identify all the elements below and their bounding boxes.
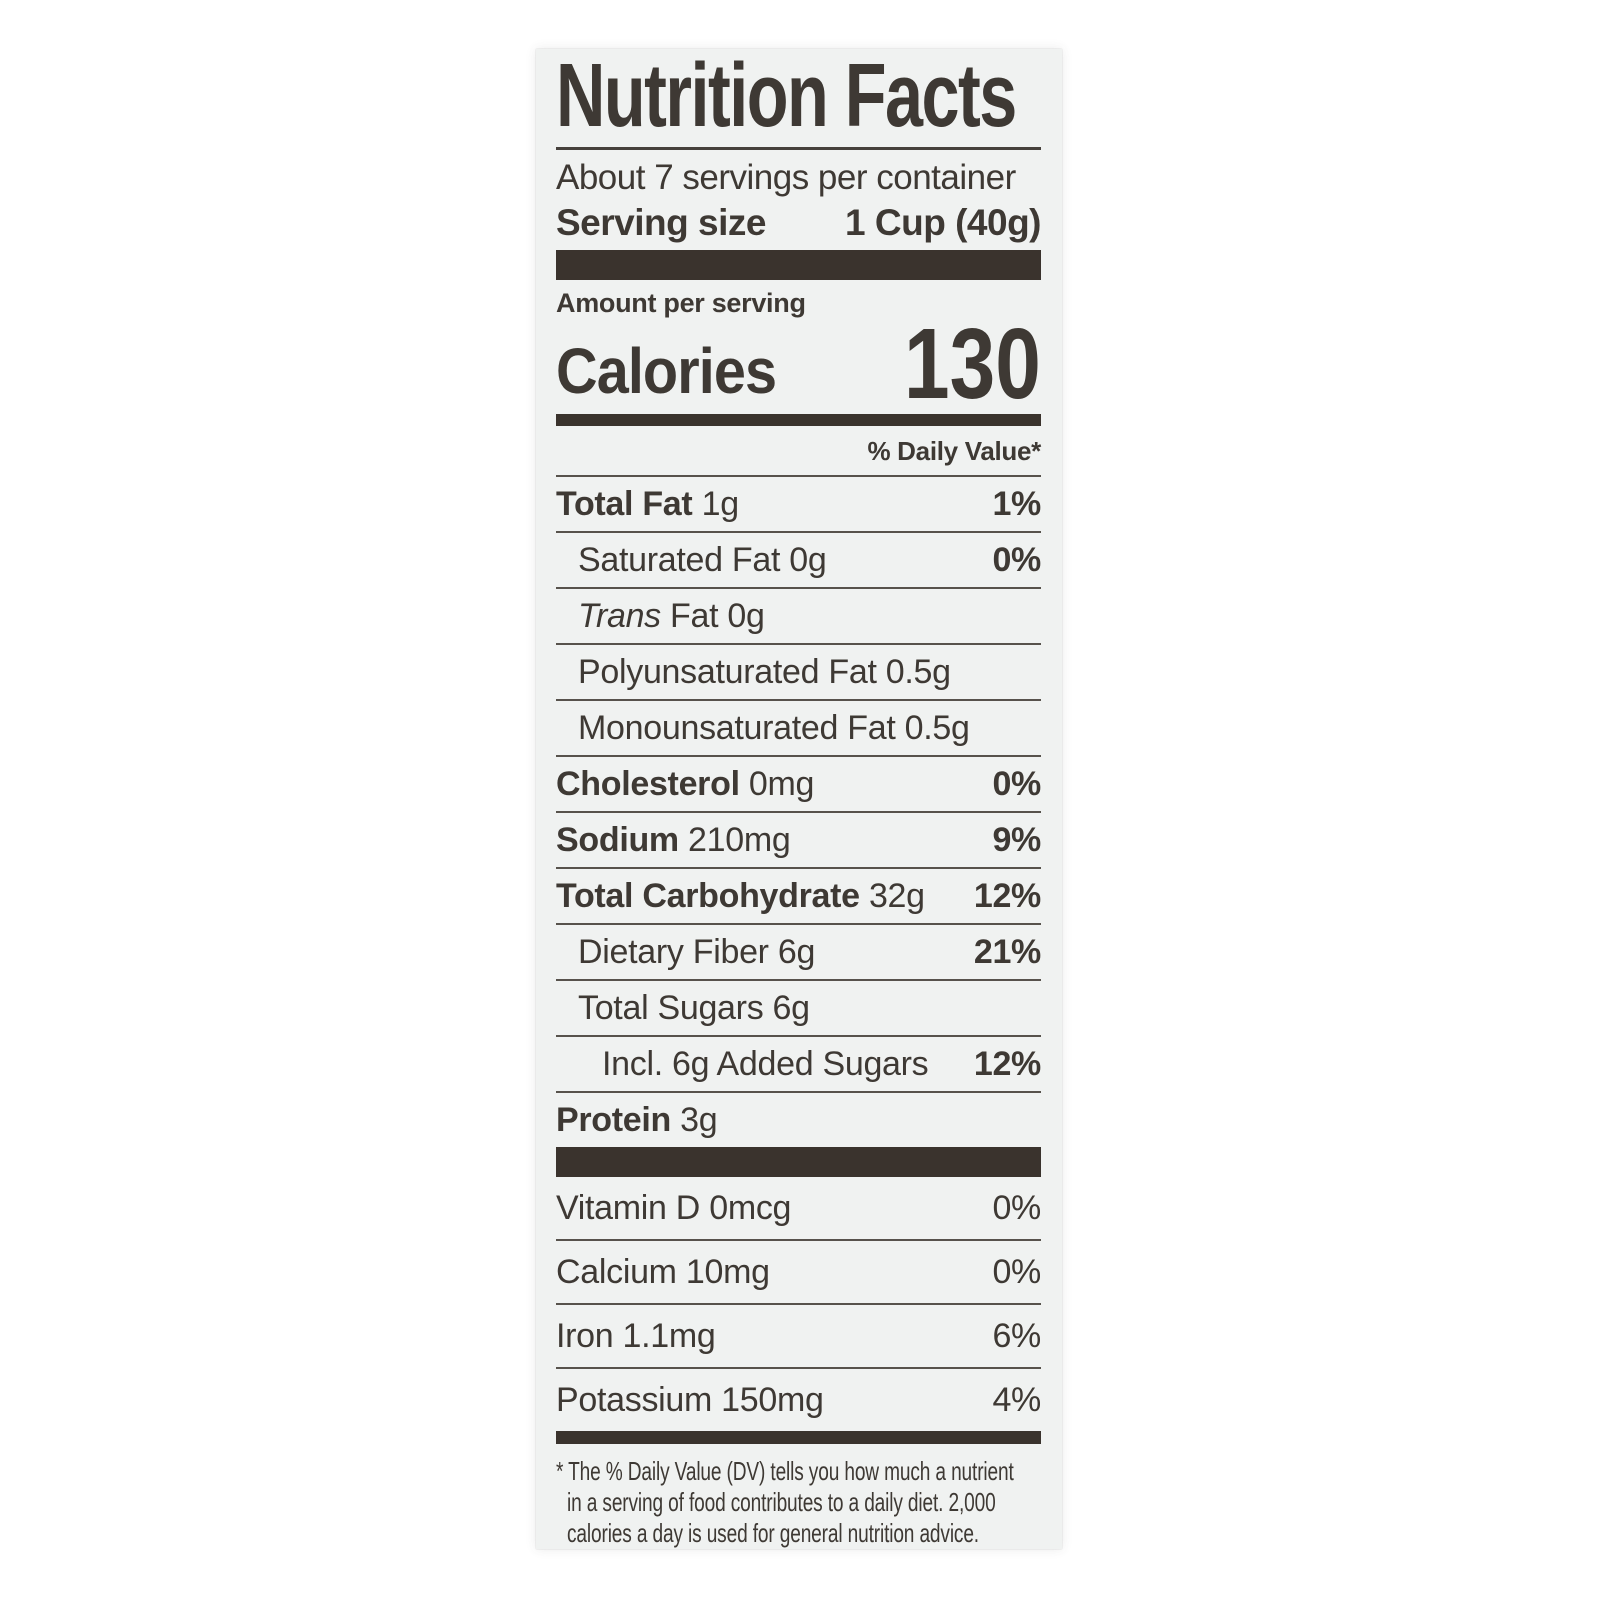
nutrient-row-name: Sodium 210mg <box>556 821 791 859</box>
amount-per-serving-label: Amount per serving <box>556 288 806 318</box>
nutrient-row: Total Fat 1g 1% <box>556 477 1041 531</box>
vitamin-row-daily-value: 0% <box>992 1253 1041 1291</box>
vitamin-row: Vitamin D 0mcg 0% <box>556 1177 1041 1239</box>
nutrient-row-daily-value: 12% <box>973 877 1041 915</box>
nutrient-row: Total Sugars 6g <box>556 979 1041 1035</box>
serving-size-label: Serving size <box>556 202 766 243</box>
nutrient-row: Dietary Fiber 6g 21% <box>556 923 1041 979</box>
nutrient-row: Trans Fat 0g <box>556 587 1041 643</box>
vitamin-row: Iron 1.1mg 6% <box>556 1303 1041 1367</box>
nutrition-facts-label: Nutrition Facts About 7 servings per con… <box>536 49 1062 1549</box>
separator-bar-thick-top <box>556 250 1041 280</box>
nutrient-row: Total Carbohydrate 32g 12% <box>556 867 1041 923</box>
title-rule <box>556 147 1041 150</box>
footnote-line: in a serving of food contributes to a da… <box>567 1487 996 1517</box>
vitamin-row-name: Vitamin D 0mcg <box>556 1189 792 1227</box>
nutrient-row-name: Incl. 6g Added Sugars <box>602 1045 929 1083</box>
nutrient-row-name: Total Carbohydrate 32g <box>556 877 925 915</box>
nutrient-row: Polyunsaturated Fat 0.5g <box>556 643 1041 699</box>
nutrient-row: Cholesterol 0mg 0% <box>556 755 1041 811</box>
calories-value: 130 <box>904 308 1041 420</box>
vitamin-row-daily-value: 4% <box>992 1381 1041 1419</box>
serving-size-value: 1 Cup (40g) <box>845 202 1041 243</box>
nutrient-row-daily-value: 9% <box>992 821 1041 859</box>
vitamin-row-name: Calcium 10mg <box>556 1253 770 1291</box>
nutrient-row-name: Saturated Fat 0g <box>578 541 827 579</box>
nutrient-row: Incl. 6g Added Sugars 12% <box>556 1035 1041 1091</box>
nutrient-row-name: Total Fat 1g <box>556 485 739 523</box>
nutrient-row-name: Trans Fat 0g <box>578 597 765 635</box>
vitamin-row-daily-value: 0% <box>992 1189 1041 1227</box>
servings-per-container: About 7 servings per container <box>556 158 1016 197</box>
nutrient-row-daily-value: 0% <box>992 765 1041 803</box>
nutrient-rows: Total Fat 1g 1% Saturated Fat 0g 0% Trans Fa… <box>556 477 1041 1147</box>
nutrient-row-daily-value: 21% <box>973 933 1041 971</box>
footnote: * The % Daily Value (DV) tells you how m… <box>556 1456 1041 1549</box>
vitamin-rows: Vitamin D 0mcg 0% Calcium 10mg 0% Iron 1.1mg… <box>556 1177 1041 1431</box>
separator-bar-thick-mid <box>556 1147 1041 1177</box>
nutrient-row-name: Total Sugars 6g <box>578 989 810 1027</box>
footnote-line: calories a day is used for general nutri… <box>567 1518 979 1548</box>
serving-size-row: Serving size 1 Cup (40g) <box>556 200 1041 246</box>
footnote-line: * The % Daily Value (DV) tells you how m… <box>556 1456 1014 1486</box>
separator-bar-medium <box>556 414 1041 426</box>
nutrient-row: Saturated Fat 0g 0% <box>556 531 1041 587</box>
nutrient-row: Protein 3g <box>556 1091 1041 1147</box>
nutrient-row-daily-value: 0% <box>992 541 1041 579</box>
nutrient-row: Monounsaturated Fat 0.5g <box>556 699 1041 755</box>
nutrient-row-daily-value: 1% <box>992 485 1041 523</box>
nutrient-row-name: Protein 3g <box>556 1101 718 1139</box>
vitamin-row-name: Potassium 150mg <box>556 1381 824 1419</box>
vitamin-row: Calcium 10mg 0% <box>556 1239 1041 1303</box>
label-title: Nutrition Facts <box>556 46 1017 146</box>
separator-bar-bottom <box>556 1431 1041 1444</box>
vitamin-row-daily-value: 6% <box>992 1317 1041 1355</box>
vitamin-row: Potassium 150mg 4% <box>556 1367 1041 1431</box>
nutrient-row-name: Monounsaturated Fat 0.5g <box>578 709 970 747</box>
nutrient-row-name: Dietary Fiber 6g <box>578 933 816 971</box>
vitamin-row-name: Iron 1.1mg <box>556 1317 716 1355</box>
nutrient-row: Sodium 210mg 9% <box>556 811 1041 867</box>
nutrient-row-name: Cholesterol 0mg <box>556 765 815 803</box>
nutrient-row-name: Polyunsaturated Fat 0.5g <box>578 653 951 691</box>
calories-row: Calories 130 <box>556 308 1041 420</box>
calories-label: Calories <box>556 335 777 407</box>
nutrient-row-daily-value: 12% <box>973 1045 1041 1083</box>
daily-value-header: % Daily Value* <box>556 426 1041 477</box>
